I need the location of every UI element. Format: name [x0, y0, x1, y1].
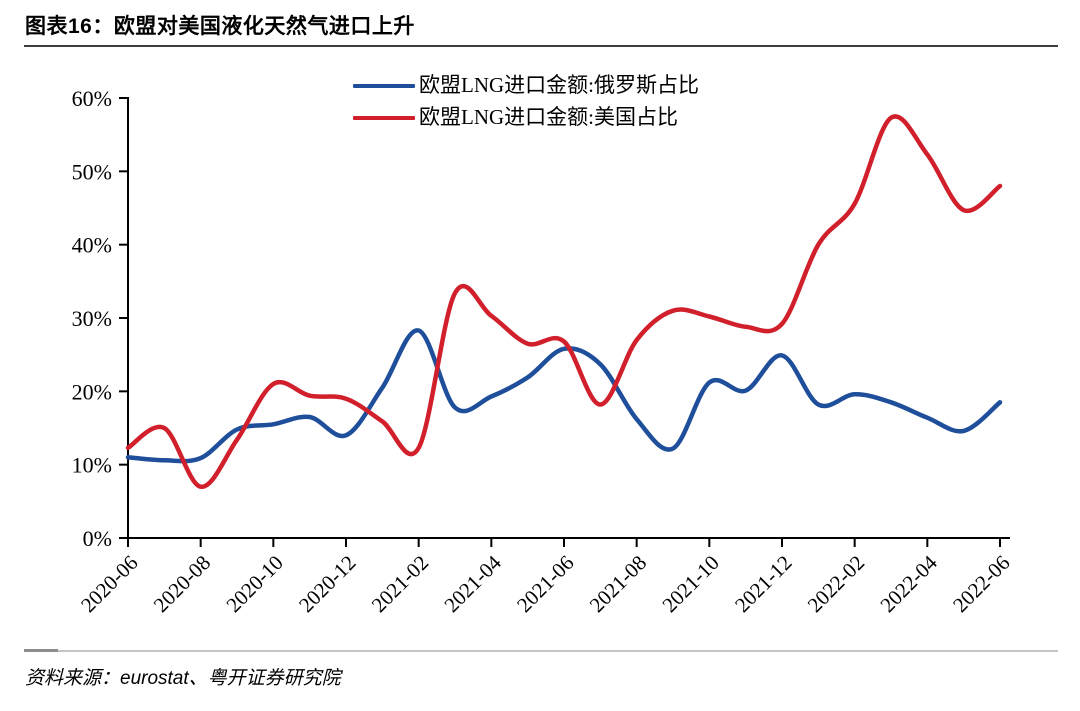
x-tick-label: 2022-02 — [803, 551, 869, 617]
y-tick-label: 40% — [72, 233, 112, 258]
x-tick-label: 2021-10 — [657, 551, 723, 617]
y-tick-label: 60% — [72, 86, 112, 111]
x-tick-label: 2022-06 — [948, 551, 1014, 617]
legend-line-swatch-russia — [353, 83, 415, 88]
x-tick-label: 2020-08 — [149, 551, 215, 617]
y-tick-label: 50% — [72, 159, 112, 184]
x-tick-label: 2020-12 — [294, 551, 360, 617]
legend-item-russia: 欧盟LNG进口金额:俄罗斯占比 — [353, 73, 699, 97]
x-axis-ticks: 2020-06 2020-08 2020-10 2020-12 2021-02 2021-… — [76, 538, 1015, 617]
x-tick-label: 2020-10 — [221, 551, 287, 617]
legend-item-usa: 欧盟LNG进口金额:美国占比 — [353, 105, 699, 130]
legend-label-russia: 欧盟LNG进口金额:俄罗斯占比 — [419, 73, 699, 97]
source-divider — [24, 650, 1058, 652]
x-tick-label: 2021-04 — [439, 550, 506, 617]
y-tick-label: 20% — [72, 379, 112, 404]
line-series-russia — [125, 328, 1003, 464]
y-tick-label: 30% — [72, 306, 112, 331]
x-tick-label: 2021-12 — [730, 551, 796, 617]
legend-line-swatch-usa — [353, 115, 415, 120]
x-tick-label: 2020-06 — [76, 551, 142, 617]
y-tick-label: 0% — [83, 526, 112, 551]
y-axis-ticks: 0% 10% 20% 30% 40% 50% 60% — [72, 86, 128, 551]
source-divider-accent — [24, 649, 58, 652]
chart-legend: 欧盟LNG进口金额:俄罗斯占比 欧盟LNG进口金额:美国占比 — [353, 73, 699, 130]
x-tick-label: 2021-08 — [585, 551, 651, 617]
legend-label-usa: 欧盟LNG进口金额:美国占比 — [419, 105, 678, 130]
y-tick-label: 10% — [72, 453, 112, 478]
x-tick-label: 2021-02 — [367, 551, 433, 617]
chart-title: 图表16：欧盟对美国液化天然气进口上升 — [25, 15, 415, 38]
line-series-usa — [125, 114, 1003, 489]
source-note: 资料来源：eurostat、粤开证券研究院 — [25, 668, 341, 689]
x-tick-label: 2021-06 — [512, 551, 578, 617]
x-tick-label: 2022-04 — [875, 550, 942, 617]
title-divider — [24, 45, 1058, 47]
